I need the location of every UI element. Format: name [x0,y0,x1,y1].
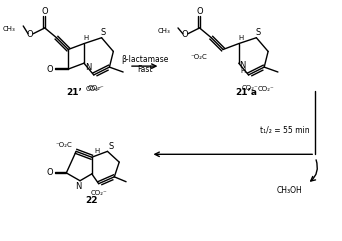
Text: N: N [75,182,81,191]
Text: CO₂⁻: CO₂⁻ [242,85,259,91]
Text: ⁻O₂C: ⁻O₂C [55,141,72,147]
Text: 21’a: 21’a [236,88,258,97]
Text: N: N [85,63,91,72]
Text: t₁/₂ = 55 min: t₁/₂ = 55 min [260,125,310,134]
Text: O: O [27,30,34,39]
Text: O: O [196,7,203,16]
Text: CO₂⁻: CO₂⁻ [90,190,107,196]
Text: S: S [256,28,261,37]
Text: S: S [109,142,114,151]
Text: CH₃: CH₃ [3,26,15,32]
Text: CH₃OH: CH₃OH [277,186,303,195]
Text: H: H [83,35,89,41]
Text: O: O [41,7,48,16]
Text: H: H [94,148,99,154]
Text: 22: 22 [86,196,98,205]
Text: 21’: 21’ [66,88,82,97]
Text: CO₂⁻: CO₂⁻ [87,85,104,91]
Text: O: O [47,65,53,74]
Text: CO₂⁻: CO₂⁻ [86,86,102,92]
Text: CH₃: CH₃ [157,28,170,34]
Text: O: O [47,168,53,177]
Text: CO₂⁻: CO₂⁻ [258,86,275,92]
Text: H: H [238,35,243,41]
Text: S: S [101,28,106,37]
Text: β-lactamase: β-lactamase [121,55,168,64]
Text: ⁻O₂C: ⁻O₂C [190,54,207,60]
Text: N: N [239,61,246,70]
Text: Fast: Fast [137,65,153,74]
Text: O: O [182,30,188,39]
Text: H: H [240,68,245,74]
